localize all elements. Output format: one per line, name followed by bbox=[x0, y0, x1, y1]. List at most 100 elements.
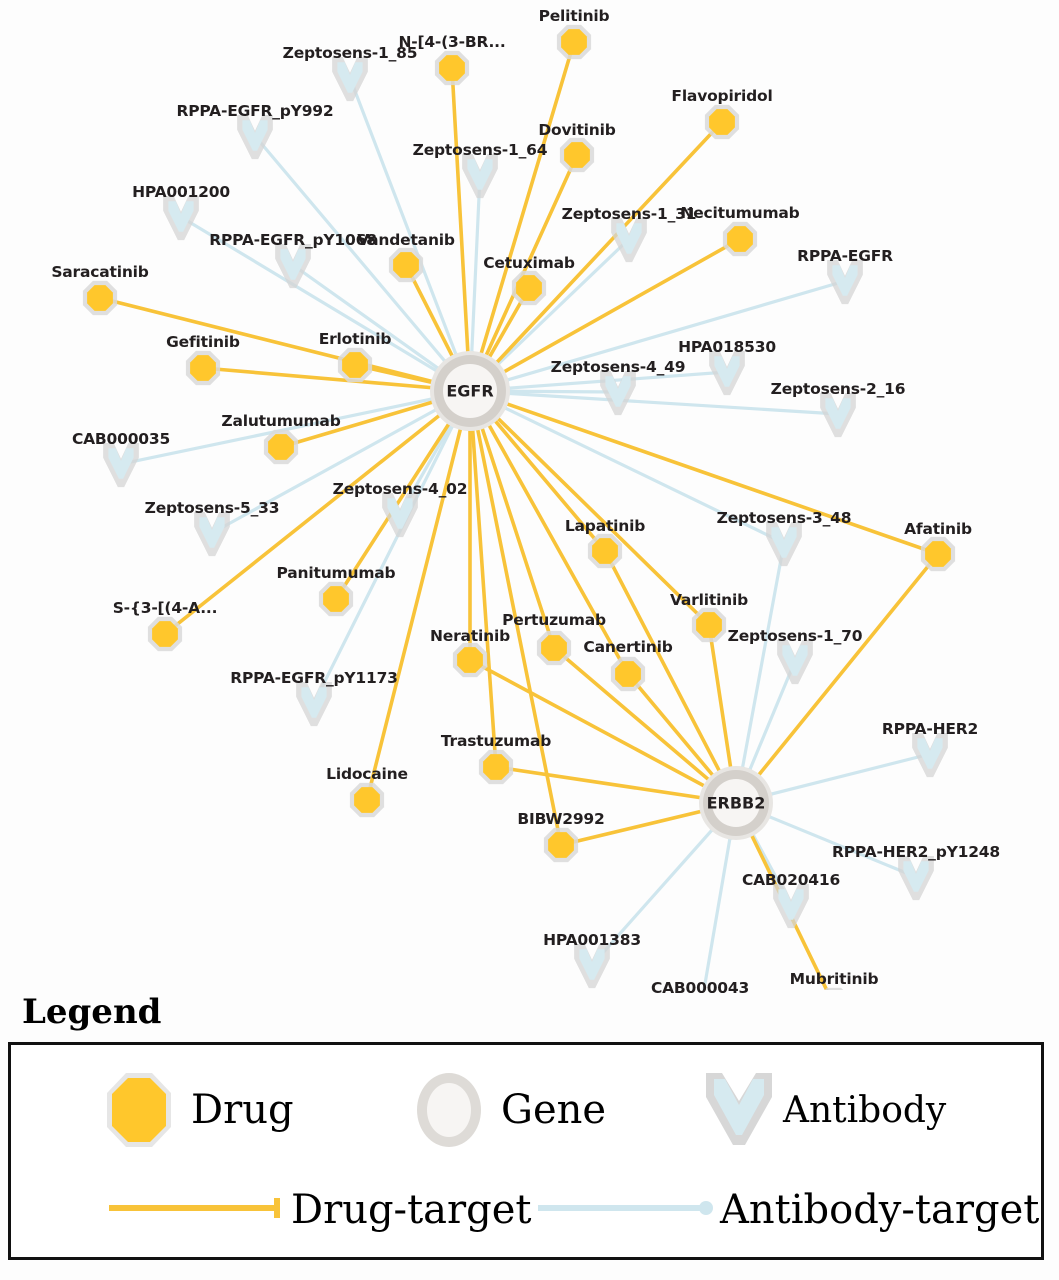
drug-node-S-{3-[(4-A...[interactable] bbox=[147, 616, 183, 652]
antibody-node-Zeptosens-4_02[interactable] bbox=[382, 493, 418, 538]
legend-label-gene: Gene bbox=[501, 1087, 607, 1133]
antibody-body bbox=[616, 223, 642, 254]
drug-target-edge bbox=[494, 765, 738, 805]
antibody-node-CAB000035[interactable] bbox=[103, 443, 139, 488]
antibody-node-Zeptosens-1_70[interactable] bbox=[777, 640, 813, 685]
antibody-node-RPPA-HER2_pY1248[interactable] bbox=[898, 856, 934, 901]
antibody-node-RPPA-EGFR_pY1068[interactable] bbox=[275, 244, 311, 289]
legend-entry-gene: Gene bbox=[411, 1067, 606, 1153]
drug-node-Afatinib[interactable] bbox=[920, 536, 956, 572]
octagon-part bbox=[190, 355, 216, 381]
antibody-body bbox=[917, 738, 943, 769]
legend-panel: Legend Drug Gene bbox=[0, 990, 1059, 1280]
drug-target-edge bbox=[468, 658, 738, 805]
antibody-body bbox=[467, 159, 493, 190]
antibody-target-edge bbox=[210, 389, 472, 535]
drug-node-Canertinib[interactable] bbox=[610, 656, 646, 692]
gene-circle-icon bbox=[411, 1067, 487, 1153]
gene-node-EGFR[interactable] bbox=[430, 351, 510, 431]
drug-node-Vandetanib[interactable] bbox=[388, 247, 424, 283]
drug-target-edge-icon bbox=[107, 1195, 287, 1225]
drug-node-Mubritinib[interactable] bbox=[817, 987, 851, 990]
drug-target-edge bbox=[334, 389, 472, 601]
antibody-node-Zeptosens-4_49[interactable] bbox=[600, 371, 636, 416]
octagon-part bbox=[925, 541, 951, 567]
drug-node-Necitumumab[interactable] bbox=[722, 221, 758, 257]
gene-core bbox=[712, 779, 760, 827]
drug-node-N-[4-(3-BR...[interactable] bbox=[434, 50, 470, 86]
antibody-node-HPA018530[interactable] bbox=[709, 351, 745, 396]
octagon-part bbox=[709, 109, 735, 135]
antibody-target-edge bbox=[119, 389, 472, 466]
octagon-part bbox=[561, 29, 587, 55]
antibody-body bbox=[605, 376, 631, 407]
gene-core bbox=[443, 364, 497, 418]
gene-node-ERBB2[interactable] bbox=[699, 766, 773, 840]
antibody-node-Zeptosens-2_16[interactable] bbox=[820, 393, 856, 438]
drug-node-Neratinib[interactable] bbox=[452, 642, 488, 678]
legend-entry-drug-target: Drug-target bbox=[107, 1187, 531, 1233]
drug-node-Zalutumumab[interactable] bbox=[263, 429, 299, 465]
drug-node-Trastuzumab[interactable] bbox=[478, 749, 514, 785]
drug-node-Cetuximab[interactable] bbox=[511, 270, 547, 306]
antibody-body bbox=[778, 889, 804, 920]
drug-node-Saracatinib[interactable] bbox=[82, 280, 118, 316]
drug-octagon-icon bbox=[101, 1067, 177, 1153]
antibody-target-edge bbox=[312, 389, 472, 705]
octagon-part bbox=[548, 832, 574, 858]
antibody-node-RPPA-EGFR_pY992[interactable] bbox=[237, 115, 273, 160]
drug-target-edge bbox=[552, 646, 738, 805]
antibody-node-Zeptosens-1_85[interactable] bbox=[332, 57, 368, 102]
antibody-body bbox=[832, 265, 858, 296]
drug-target-edge bbox=[450, 66, 472, 393]
drug-node-Varlitinib[interactable] bbox=[691, 607, 727, 643]
legend-label-antibody: Antibody bbox=[783, 1089, 947, 1131]
antibody-body bbox=[199, 517, 225, 548]
drug-node-Dovitinib[interactable] bbox=[559, 137, 595, 173]
drug-target-edge bbox=[603, 549, 738, 805]
octagon-part bbox=[483, 754, 509, 780]
antibody-node-RPPA-EGFR_pY1173[interactable] bbox=[296, 682, 332, 727]
antibody-node-Zeptosens-1_31[interactable] bbox=[611, 218, 647, 263]
octagon-part bbox=[592, 538, 618, 564]
octagon-part bbox=[516, 275, 542, 301]
legend-entry-antibody: Antibody bbox=[701, 1067, 946, 1153]
octagon-part bbox=[354, 787, 380, 813]
antibody-node-Zeptosens-3_48[interactable] bbox=[766, 522, 802, 567]
octagon-part bbox=[727, 226, 753, 252]
octagon-part bbox=[87, 285, 113, 311]
legend-title: Legend bbox=[22, 992, 162, 1032]
antibody-body bbox=[714, 356, 740, 387]
antibody-node-CAB020416[interactable] bbox=[773, 884, 809, 929]
octagon-part bbox=[268, 434, 294, 460]
octagon-part bbox=[323, 586, 349, 612]
drug-target-edge bbox=[163, 389, 472, 636]
drug-node-Pelitinib[interactable] bbox=[556, 24, 592, 60]
network-canvas[interactable]: Zeptosens-1_85 RPPA-EGFR_pY992 Zeptosens-1… bbox=[0, 0, 1059, 997]
antibody-node-HPA001200[interactable] bbox=[163, 196, 199, 241]
drug-node-BIBW2992[interactable] bbox=[543, 827, 579, 863]
antibody-node-Zeptosens-5_33[interactable] bbox=[194, 512, 230, 557]
antibody-target-edge bbox=[348, 76, 472, 393]
drug-node-Panitumumab[interactable] bbox=[318, 581, 354, 617]
antibody-body bbox=[301, 687, 327, 718]
antibody-body bbox=[903, 861, 929, 892]
antibody-body bbox=[242, 120, 268, 151]
drug-target-edge bbox=[468, 389, 940, 556]
antibody-body bbox=[387, 498, 413, 529]
drug-node-Gefitinib[interactable] bbox=[185, 350, 221, 386]
octagon-part bbox=[342, 352, 368, 378]
drug-node-Lapatinib[interactable] bbox=[587, 533, 623, 569]
drug-node-Pertuzumab[interactable] bbox=[536, 630, 572, 666]
drug-target-edge bbox=[468, 389, 498, 769]
drug-target-edge bbox=[468, 389, 630, 676]
antibody-node-RPPA-HER2[interactable] bbox=[912, 733, 948, 778]
antibody-target-edge bbox=[734, 541, 786, 805]
drug-node-Flavopiridol[interactable] bbox=[704, 104, 740, 140]
antibody-node-Zeptosens-1_64[interactable] bbox=[462, 154, 498, 199]
drug-node-Lidocaine[interactable] bbox=[349, 782, 385, 818]
antibody-node-HPA001383[interactable] bbox=[574, 944, 610, 989]
drug-node-Erlotinib[interactable] bbox=[337, 347, 373, 383]
antibody-node-RPPA-EGFR[interactable] bbox=[827, 260, 863, 305]
octagon-part bbox=[824, 987, 844, 990]
